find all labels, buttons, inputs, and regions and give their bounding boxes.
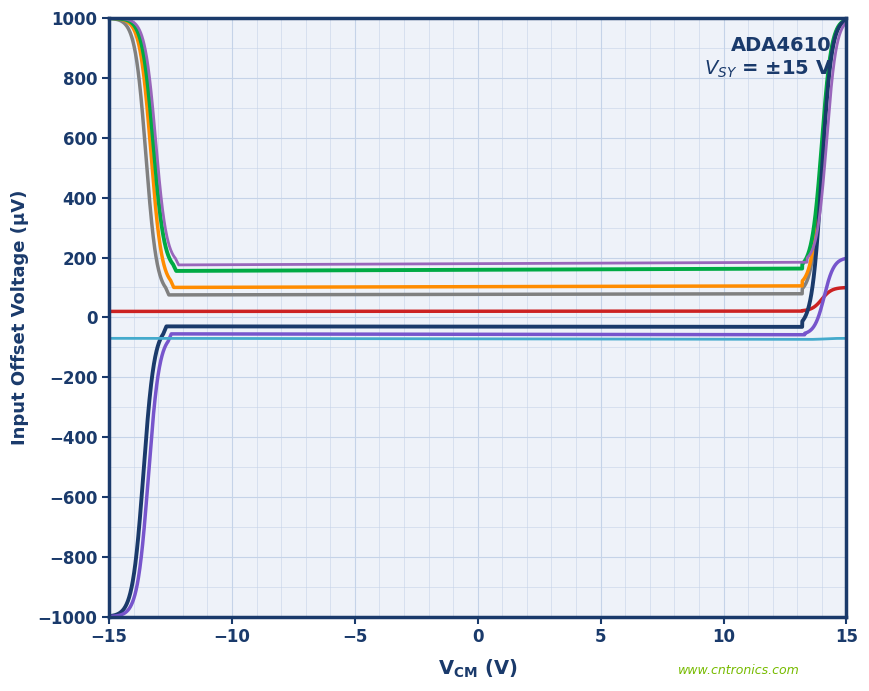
X-axis label: $\mathbf{V_{CM}}$ (V): $\mathbf{V_{CM}}$ (V) — [438, 658, 518, 680]
Text: ADA4610
$V_{SY}$ = ±15 V: ADA4610 $V_{SY}$ = ±15 V — [704, 36, 832, 79]
Y-axis label: Input Offset Voltage (μV): Input Offset Voltage (μV) — [11, 190, 29, 445]
Text: www.cntronics.com: www.cntronics.com — [678, 664, 799, 677]
